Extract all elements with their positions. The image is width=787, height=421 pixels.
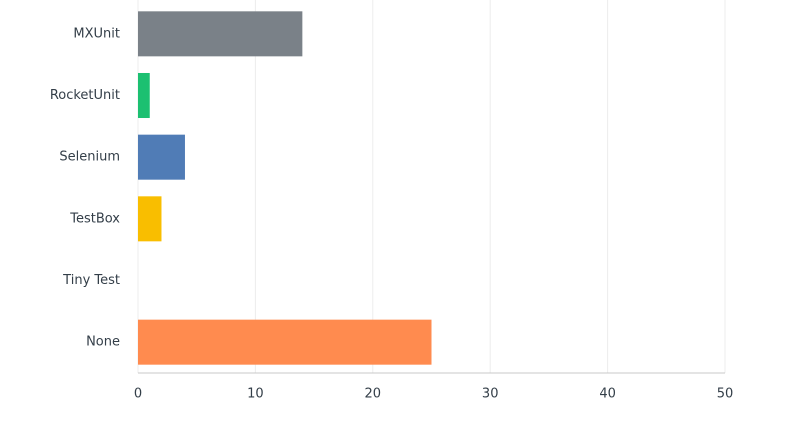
bar	[138, 72, 150, 119]
bar	[138, 319, 432, 365]
y-tick-label: TestBox	[69, 211, 120, 226]
bar	[138, 196, 162, 242]
y-tick-label: RocketUnit	[50, 88, 120, 103]
y-tick-label: None	[86, 335, 120, 350]
x-tick-label: 40	[599, 387, 616, 402]
x-tick-label: 0	[134, 387, 142, 402]
y-tick-label: Selenium	[59, 150, 120, 165]
x-tick-label: 30	[482, 387, 499, 402]
y-tick-label: Tiny Test	[62, 273, 120, 288]
x-tick-label: 10	[247, 387, 264, 402]
x-tick-label: 50	[717, 387, 734, 402]
x-tick-label: 20	[365, 387, 382, 402]
y-tick-label: MXUnit	[73, 26, 120, 41]
bar	[138, 11, 303, 57]
bar	[138, 134, 185, 180]
